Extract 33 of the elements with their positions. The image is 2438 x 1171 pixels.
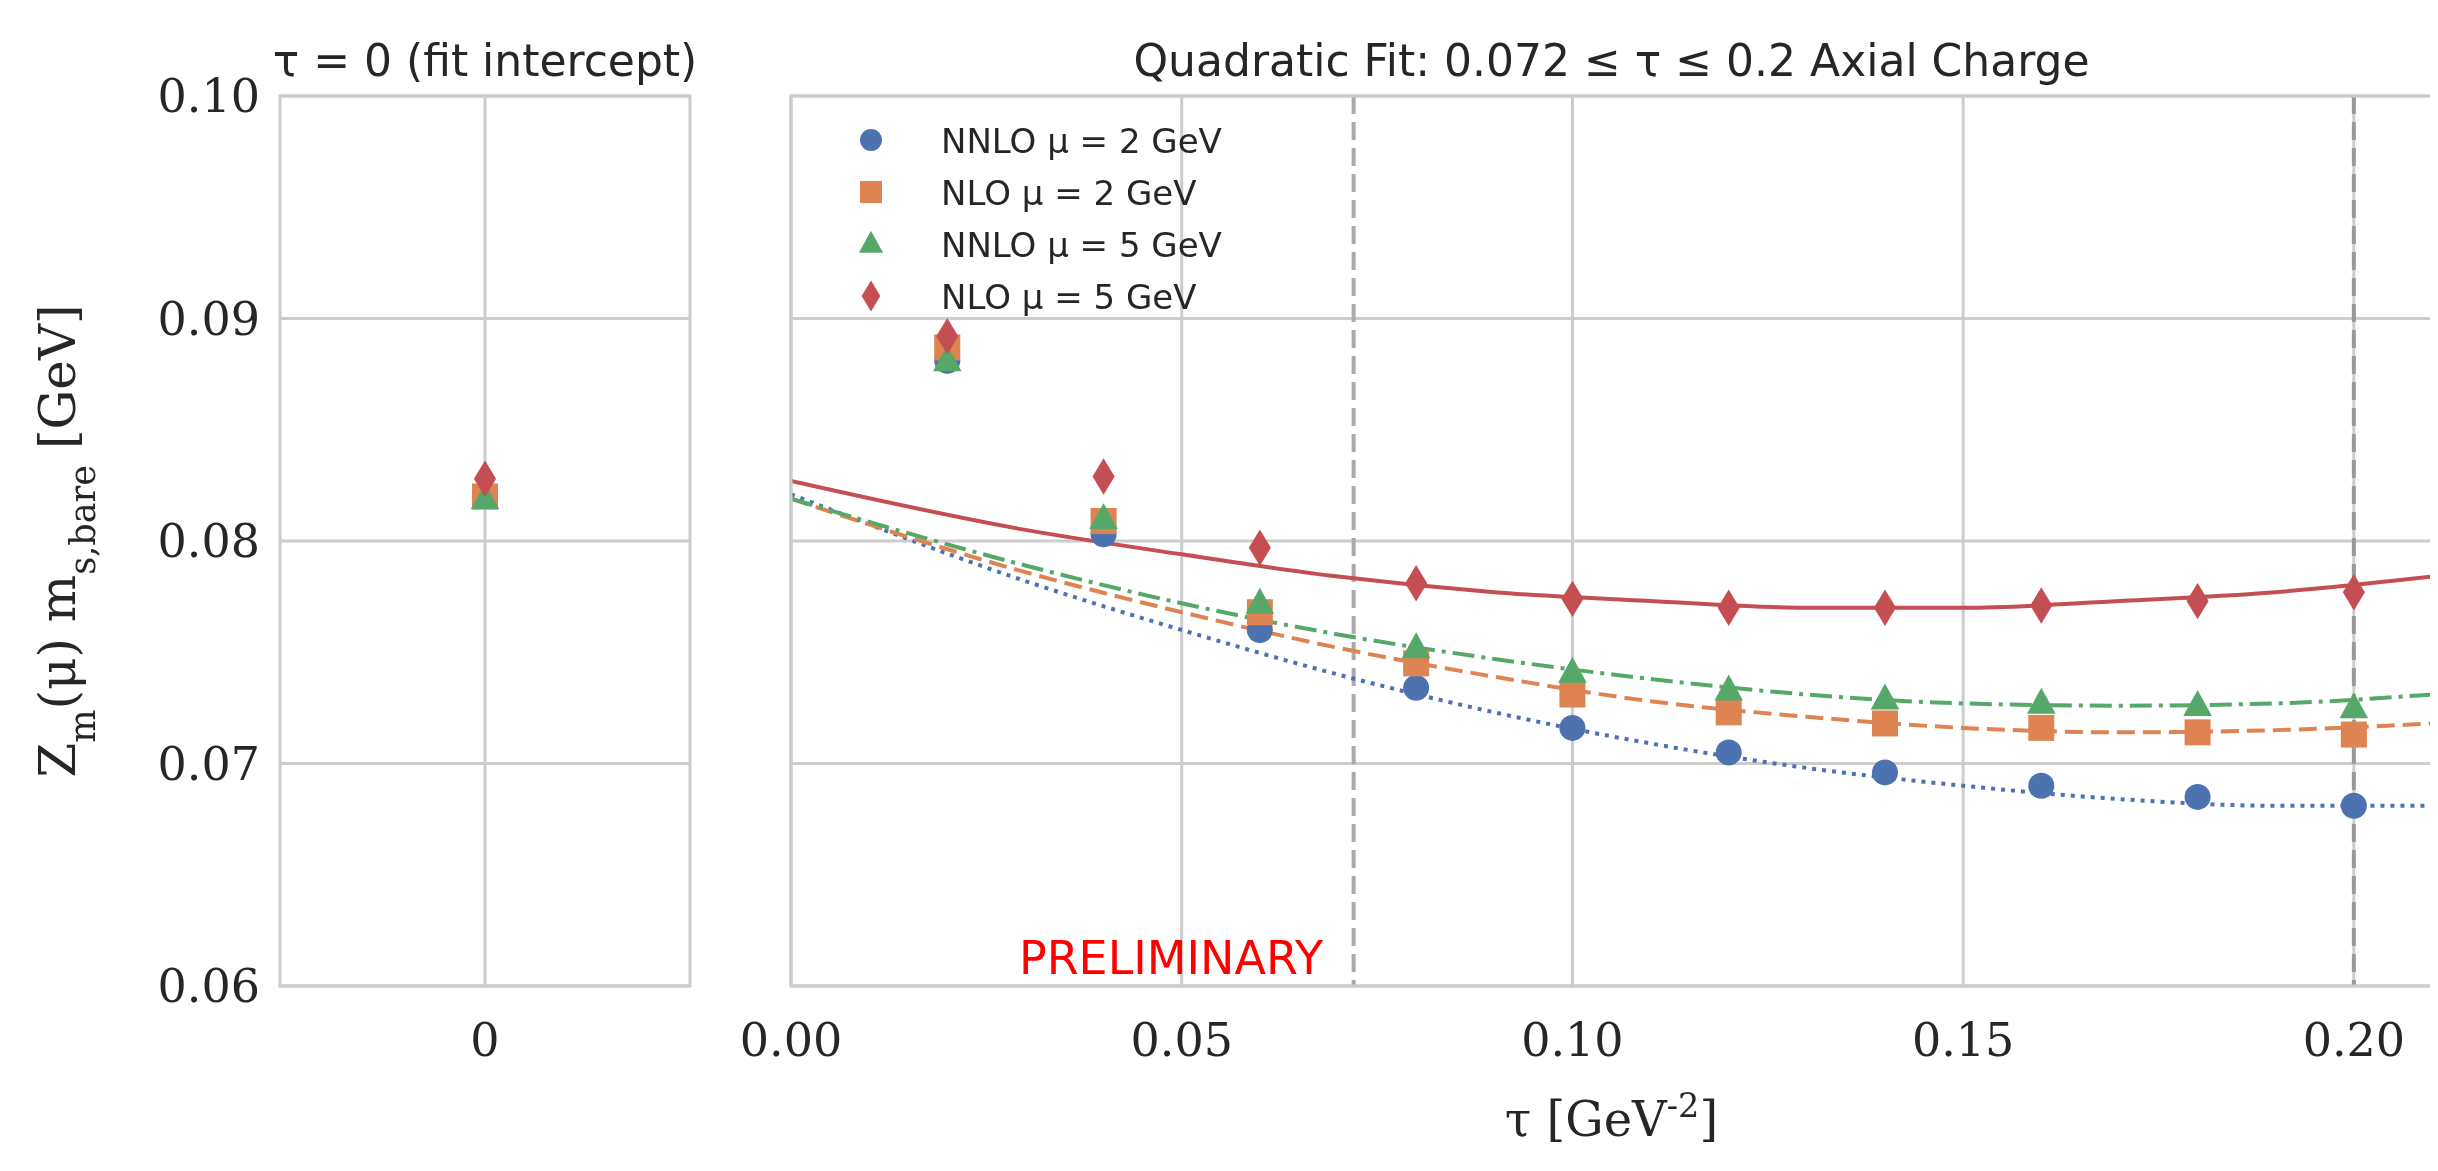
x-tick-label: 0.20 — [2302, 1013, 2406, 1067]
y-tick-label: 0.09 — [157, 291, 260, 346]
legend-label: NNLO μ = 2 GeV — [941, 121, 1222, 161]
point — [1559, 714, 1586, 741]
x-axis-title: τ [GeV$^{-2}$] — [1504, 1085, 1719, 1147]
point — [2184, 719, 2211, 746]
annotation: PRELIMINARY — [1018, 931, 1324, 985]
chart-title: τ = 0 (fit intercept) — [272, 35, 698, 86]
point — [2184, 783, 2211, 810]
x-tick-label: 0.00 — [739, 1013, 843, 1067]
point — [1872, 710, 1898, 737]
point — [2340, 721, 2367, 748]
legend-label: NNLO μ = 5 GeV — [941, 225, 1222, 265]
point — [1715, 699, 1742, 726]
point — [1559, 681, 1586, 708]
point — [1403, 674, 1430, 701]
x-tick-label: 0.15 — [1911, 1013, 2015, 1067]
y-tick-label: 0.07 — [157, 736, 260, 791]
point — [2340, 792, 2367, 819]
point — [2028, 772, 2055, 799]
y-tick-label: 0.10 — [157, 69, 260, 123]
point — [2183, 690, 2212, 717]
x-tick-label: 0 — [470, 1013, 500, 1067]
x-tick-label: 0.10 — [1521, 1013, 1624, 1067]
y-tick-label: 0.06 — [157, 959, 260, 1013]
legend-label: NLO μ = 2 GeV — [941, 173, 1197, 213]
x-tick-label: 0.05 — [1130, 1013, 1233, 1067]
point — [2028, 714, 2055, 741]
y-tick-label: 0.08 — [157, 514, 260, 568]
point — [1872, 759, 1898, 786]
chart-title: Quadratic Fit: 0.072 ≤ τ ≤ 0.2 Axial Charge — [1133, 35, 2090, 86]
legend-label: NLO μ = 5 GeV — [941, 277, 1197, 317]
point — [1715, 739, 1742, 766]
